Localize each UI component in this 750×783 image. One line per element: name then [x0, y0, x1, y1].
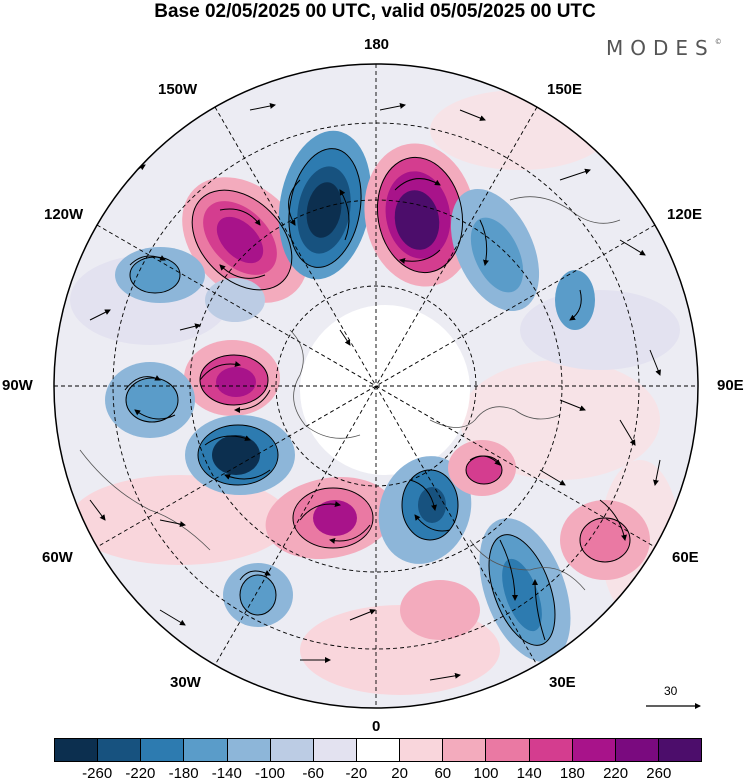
- positive-anomaly-60e: [560, 500, 650, 580]
- colorbar-cell: [443, 739, 487, 761]
- colorbar-cell: [184, 739, 228, 761]
- positive-anomaly-150w: [182, 177, 308, 303]
- lon-label-90w: 90W: [2, 377, 33, 394]
- positive-anomaly-45e: [448, 440, 516, 496]
- colorbar-tick-label: 260: [646, 765, 672, 782]
- wind-vectors: [89, 103, 661, 681]
- colorbar-cell: [227, 739, 271, 761]
- lon-label-90e: 90E: [717, 377, 744, 394]
- colorbar-tick-label: -20: [345, 765, 368, 782]
- anomaly-field: [54, 64, 698, 708]
- colorbar-tick-label: 220: [603, 765, 629, 782]
- positive-anomaly-95w: [184, 340, 280, 416]
- negative-anomaly-150e: [450, 188, 595, 330]
- colorbar-ticks: -260 -220 -180 -140 -100 -60 -20 20 60 100 140 180 2…: [54, 765, 702, 783]
- colorbar-tick-label: 20: [391, 765, 408, 782]
- negative-anomaly-120w: [115, 247, 265, 322]
- positive-anomaly-0: [400, 580, 480, 640]
- colorbar-cell: [486, 739, 530, 761]
- reference-vector-label: 30: [664, 684, 678, 698]
- logo-text: MODES: [606, 36, 715, 60]
- graticule: [54, 64, 698, 708]
- colorbar-cell: [270, 739, 314, 761]
- colorbar-cell: [400, 739, 444, 761]
- colorbar-cell: [55, 739, 99, 761]
- coastlines: [79, 196, 621, 591]
- lon-label-60w: 60W: [42, 549, 73, 566]
- colorbar-tick-label: -260: [82, 765, 113, 782]
- modes-logo: MODES©: [606, 36, 722, 60]
- colorbar-cell: [529, 739, 573, 761]
- polar-map: [53, 63, 701, 709]
- colorbar-tick-label: -60: [302, 765, 325, 782]
- colorbar-tick-label: -140: [211, 765, 242, 782]
- negative-anomaly-90w: [105, 362, 195, 438]
- map-boundary: [53, 63, 699, 709]
- colorbar-cell: [313, 739, 357, 761]
- negative-anomaly-30w: [223, 563, 293, 627]
- colorbar-cell: [658, 739, 702, 761]
- lon-label-150w: 150W: [158, 81, 198, 98]
- colorbar-cell: [98, 739, 142, 761]
- lon-label-30w: 30W: [170, 674, 201, 691]
- map-title: Base 02/05/2025 00 UTC, valid 05/05/2025…: [154, 1, 596, 22]
- contour-lines: [125, 148, 631, 646]
- colorbar-cell: [572, 739, 616, 761]
- lon-label-150e: 150E: [547, 81, 583, 98]
- lon-label-120e: 120E: [667, 206, 703, 223]
- negative-anomaly-170w: [278, 130, 372, 280]
- colorbar-tick-label: 60: [434, 765, 452, 782]
- lon-label-0: 0: [372, 718, 381, 735]
- colorbar-tick-label: -220: [125, 765, 156, 782]
- colorbar-cell: [615, 739, 659, 761]
- lon-label-30e: 30E: [549, 674, 576, 691]
- colorbar-tick-label: -180: [168, 765, 199, 782]
- colorbar-tick-label: 140: [516, 765, 542, 782]
- colorbar-tick-label: -100: [254, 765, 286, 782]
- lon-label-120w: 120W: [44, 206, 84, 223]
- colorbar-tick-label: 100: [473, 765, 499, 782]
- colorbar-tick-label: 180: [559, 765, 585, 782]
- colorbar-cell: [356, 739, 401, 761]
- logo-mark: ©: [714, 38, 722, 46]
- lon-label-180: 180: [364, 36, 390, 53]
- colorbar-cell: [141, 739, 185, 761]
- colorbar: [54, 738, 702, 762]
- lon-label-60e: 60E: [672, 549, 699, 566]
